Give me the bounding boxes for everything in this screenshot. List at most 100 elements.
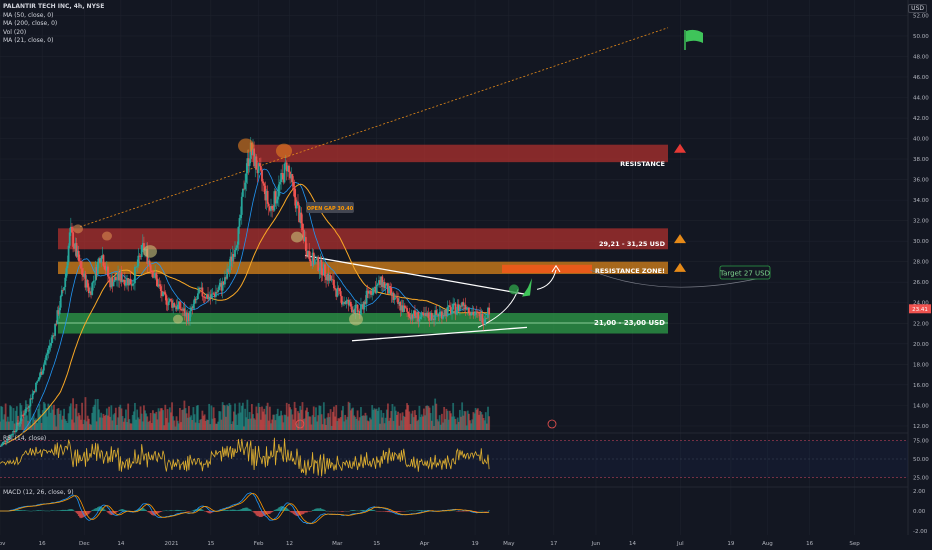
candle-body: [264, 185, 267, 201]
volume-bar: [348, 402, 351, 430]
volume-bar: [150, 423, 153, 430]
macd-histogram-bar: [102, 508, 105, 511]
volume-bar: [480, 412, 483, 430]
volume-bar: [2, 419, 5, 430]
volume-bar: [321, 424, 324, 430]
candle-body: [9, 435, 12, 439]
macd-histogram-bar: [372, 510, 375, 511]
macd-histogram-bar: [85, 511, 88, 516]
candle-body: [289, 171, 292, 179]
candle-body: [299, 212, 302, 222]
x-tick-label: 19: [727, 541, 734, 547]
candle-body: [157, 284, 160, 287]
candle-body: [370, 290, 372, 295]
candle-body: [373, 286, 376, 289]
macd-histogram-bar: [68, 509, 71, 511]
candle-body: [354, 304, 357, 314]
volume-bar: [104, 414, 107, 430]
candle-body: [302, 230, 305, 241]
volume-bar: [403, 416, 406, 430]
volume-bar: [134, 402, 136, 430]
volume-bar: [36, 423, 39, 430]
lower-triangle-line: [351, 326, 528, 342]
candle-body: [424, 313, 426, 316]
time-axis[interactable]: Nov 16 Dec 14 2021 15 Feb 12 Mar 15 Apr 19 May 17 Jun 1…: [0, 541, 860, 547]
macd-histogram-bar: [280, 506, 282, 511]
candle-body: [243, 188, 245, 190]
candle-body: [488, 307, 491, 315]
candle-body: [254, 156, 257, 167]
candle-body: [59, 296, 62, 308]
candle-body: [229, 256, 232, 267]
rsi-label: RSI (14, close): [3, 435, 47, 442]
volume-bar: [29, 400, 32, 430]
x-tick-label: 12: [286, 541, 293, 547]
volume-bar: [465, 425, 468, 430]
candle-body: [46, 353, 49, 356]
volume-bar: [114, 407, 117, 430]
candle-body: [207, 294, 209, 300]
volume-bar: [285, 402, 288, 430]
volume-bar: [462, 415, 465, 430]
macd-histogram-bar: [151, 511, 153, 515]
candle-body: [412, 310, 415, 319]
x-tick-label: Nov: [0, 541, 6, 547]
macd-histogram-bar: [206, 511, 208, 513]
price-axis[interactable]: 12.00 14.00 16.00 18.00 20.00 22.00 24.00 26.00…: [907, 0, 931, 535]
macd-histogram-bar: [371, 509, 373, 511]
macd-histogram-bar: [204, 511, 207, 512]
volume-bar: [283, 414, 286, 430]
macd-histogram-bar: [72, 509, 74, 511]
candle-body: [367, 291, 370, 294]
volume-bar: [118, 406, 121, 430]
candle-body: [433, 318, 435, 321]
candle-body: [459, 305, 461, 311]
macd-histogram-bar: [79, 511, 81, 518]
currency-badge[interactable]: USD: [908, 4, 927, 13]
volume-bar: [44, 403, 46, 430]
candle-body: [436, 314, 439, 315]
macd-histogram-bar: [92, 509, 95, 511]
candle-body: [457, 304, 460, 311]
volume-bar: [15, 406, 18, 430]
macd-histogram-bar: [145, 510, 147, 511]
candle-body: [442, 315, 444, 319]
macd-histogram-bar: [202, 510, 205, 511]
macd-histogram-bar: [244, 507, 246, 511]
volume-bar: [239, 412, 242, 430]
candle-body: [96, 261, 99, 275]
target-arrow: [536, 269, 557, 290]
volume-bar: [5, 421, 8, 430]
volume-bar: [1, 406, 4, 430]
volume-bar: [21, 418, 24, 430]
candle-body: [400, 305, 403, 311]
volume-bar: [464, 411, 467, 430]
volume-bar: [186, 417, 189, 430]
volume-bar: [82, 424, 85, 430]
candle-body: [226, 268, 229, 279]
volume-bar: [148, 420, 151, 430]
candle-body: [378, 280, 380, 284]
volume-bar: [75, 403, 78, 430]
candle-body: [74, 243, 77, 249]
volume-bar: [163, 425, 166, 430]
volume-bar: [177, 423, 180, 430]
candle-body: [329, 275, 332, 281]
candle-body: [327, 273, 330, 281]
volume-bar: [423, 408, 425, 430]
candle-body: [347, 300, 350, 306]
candle-body: [183, 308, 186, 316]
volume-bar: [225, 416, 227, 430]
volume-bar: [459, 409, 461, 430]
macd-histogram-bar: [419, 510, 422, 511]
candle-body: [462, 302, 465, 306]
volume-bar: [409, 424, 412, 430]
macd-histogram-bar: [148, 511, 151, 513]
volume-bar: [451, 416, 453, 430]
candle-body: [267, 203, 270, 207]
macd-histogram-bar: [240, 509, 243, 511]
macd-histogram-bar: [360, 510, 362, 511]
volume-bar: [375, 408, 378, 430]
volume-bar: [380, 410, 383, 430]
